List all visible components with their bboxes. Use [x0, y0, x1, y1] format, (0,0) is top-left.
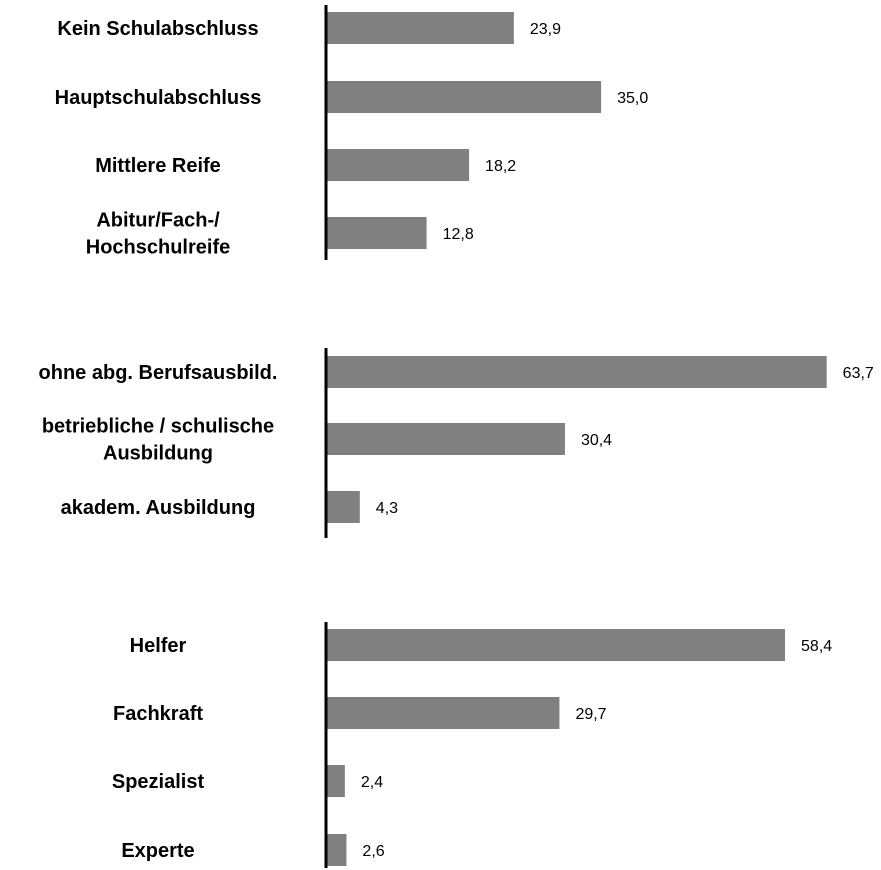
data-label: 58,4: [801, 638, 832, 655]
category-label: Helfer: [130, 635, 187, 657]
category-label: Fachkraft: [113, 703, 203, 725]
data-label: 29,7: [575, 706, 606, 723]
data-label: 63,7: [843, 365, 874, 382]
category-label: Experte: [121, 840, 194, 862]
bar: [326, 12, 514, 44]
category-label: Hauptschulabschluss: [55, 87, 262, 109]
category-label: akadem. Ausbildung: [61, 497, 256, 519]
bar: [326, 697, 560, 729]
bar: [326, 356, 827, 388]
data-label: 12,8: [443, 226, 474, 243]
data-label: 18,2: [485, 158, 516, 175]
category-label: Spezialist: [112, 771, 205, 793]
data-label: 2,6: [362, 843, 384, 860]
data-label: 2,4: [361, 774, 383, 791]
bar: [326, 149, 470, 181]
bar: [326, 765, 345, 797]
bar: [326, 423, 565, 455]
chart-panel-2: 63,7 ohne abg. Berufsausbild. 30,4 betriebl…: [39, 348, 874, 538]
category-label: Mittlere Reife: [95, 155, 221, 177]
bar: [326, 629, 786, 661]
category-label: Kein Schulabschluss: [57, 18, 258, 40]
data-label: 35,0: [617, 90, 648, 107]
data-label: 30,4: [581, 432, 612, 449]
category-label: betriebliche / schulische Ausbildung: [42, 416, 274, 465]
bar: [326, 217, 427, 249]
category-label: ohne abg. Berufsausbild.: [39, 362, 278, 384]
chart-panel-1: 23,9 Kein Schulabschluss 35,0 Hauptschulabs…: [55, 5, 648, 260]
bar: [326, 81, 602, 113]
data-label: 4,3: [376, 500, 398, 517]
category-label: Abitur/Fach-/Hochschulreife: [86, 210, 230, 259]
bar: [326, 491, 360, 523]
chart-panel-3: 58,4 Helfer 29,7 Fachkraft 2,4 Spezialist 2,6 E…: [112, 622, 832, 868]
data-label: 23,9: [530, 21, 561, 38]
bar: [326, 834, 347, 866]
